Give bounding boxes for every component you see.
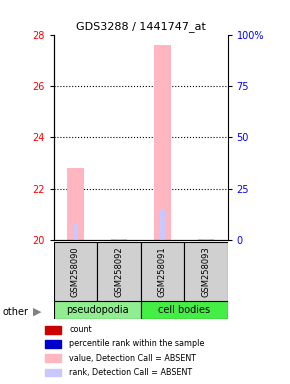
Bar <box>73 223 78 240</box>
Text: rank, Detection Call = ABSENT: rank, Detection Call = ABSENT <box>69 368 193 377</box>
Text: ▶: ▶ <box>33 307 42 317</box>
Text: GSM258093: GSM258093 <box>201 247 211 298</box>
Bar <box>141 242 184 301</box>
Bar <box>97 242 141 301</box>
Bar <box>45 326 61 334</box>
Title: GDS3288 / 1441747_at: GDS3288 / 1441747_at <box>76 21 206 32</box>
Bar <box>54 301 141 319</box>
Text: GSM258092: GSM258092 <box>114 247 124 297</box>
Text: other: other <box>3 307 29 317</box>
Bar <box>116 239 122 240</box>
Bar <box>184 242 228 301</box>
Bar <box>203 239 209 240</box>
Text: value, Detection Call = ABSENT: value, Detection Call = ABSENT <box>69 354 196 363</box>
Text: GSM258091: GSM258091 <box>158 247 167 297</box>
Bar <box>141 301 228 319</box>
Text: pseudopodia: pseudopodia <box>66 305 128 315</box>
Bar <box>45 369 61 376</box>
Bar <box>54 242 97 301</box>
Text: count: count <box>69 325 92 334</box>
Bar <box>154 45 171 240</box>
Bar <box>67 168 84 240</box>
Text: GSM258090: GSM258090 <box>71 247 80 297</box>
Text: percentile rank within the sample: percentile rank within the sample <box>69 339 205 349</box>
Text: cell bodies: cell bodies <box>158 305 210 315</box>
Bar <box>45 340 61 348</box>
Bar <box>45 354 61 362</box>
Bar <box>160 209 165 240</box>
Bar <box>110 239 127 240</box>
Bar <box>198 239 214 240</box>
